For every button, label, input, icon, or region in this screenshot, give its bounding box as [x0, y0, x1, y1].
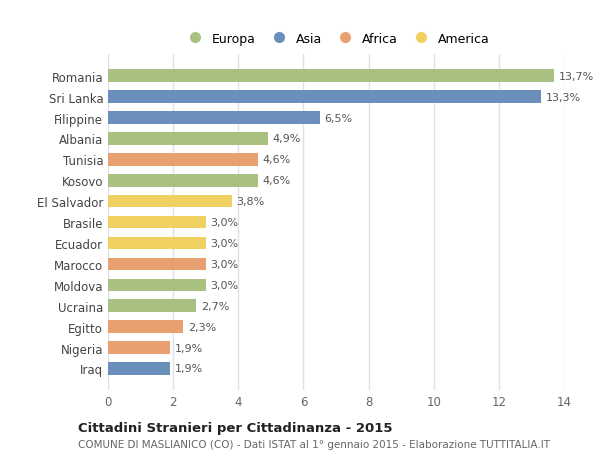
Bar [108, 174, 258, 187]
Text: 3,0%: 3,0% [211, 218, 239, 228]
Text: 3,0%: 3,0% [211, 259, 239, 269]
Text: 4,6%: 4,6% [263, 155, 291, 165]
Bar [108, 154, 258, 166]
Bar [108, 133, 268, 146]
Text: Cittadini Stranieri per Cittadinanza - 2015: Cittadini Stranieri per Cittadinanza - 2… [78, 421, 392, 435]
Text: 13,7%: 13,7% [559, 72, 595, 82]
Bar [108, 300, 196, 312]
Bar [108, 112, 320, 124]
Bar [108, 279, 206, 291]
Bar [108, 363, 170, 375]
Bar [108, 91, 541, 104]
Text: 3,8%: 3,8% [236, 197, 265, 207]
Text: 2,3%: 2,3% [188, 322, 216, 332]
Text: 13,3%: 13,3% [546, 92, 581, 102]
Bar [108, 216, 206, 229]
Text: 2,7%: 2,7% [201, 301, 229, 311]
Bar [108, 237, 206, 250]
Text: 3,0%: 3,0% [211, 239, 239, 248]
Bar [108, 196, 232, 208]
Text: 4,6%: 4,6% [263, 176, 291, 186]
Bar [108, 70, 554, 83]
Bar [108, 321, 183, 333]
Text: 4,9%: 4,9% [272, 134, 301, 144]
Text: 3,0%: 3,0% [211, 280, 239, 290]
Text: 1,9%: 1,9% [175, 364, 203, 374]
Bar [108, 341, 170, 354]
Legend: Europa, Asia, Africa, America: Europa, Asia, Africa, America [177, 28, 495, 51]
Bar [108, 258, 206, 271]
Text: COMUNE DI MASLIANICO (CO) - Dati ISTAT al 1° gennaio 2015 - Elaborazione TUTTITA: COMUNE DI MASLIANICO (CO) - Dati ISTAT a… [78, 440, 550, 449]
Text: 1,9%: 1,9% [175, 343, 203, 353]
Text: 6,5%: 6,5% [325, 113, 353, 123]
